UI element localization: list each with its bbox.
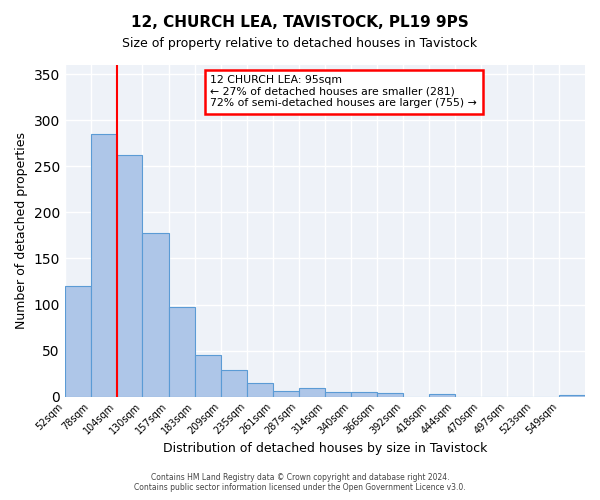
Bar [351,392,377,396]
Bar [142,232,169,396]
Bar [116,156,142,396]
Bar [247,383,272,396]
Bar [377,393,403,396]
Bar [91,134,116,396]
Bar [559,395,585,396]
Text: 12, CHURCH LEA, TAVISTOCK, PL19 9PS: 12, CHURCH LEA, TAVISTOCK, PL19 9PS [131,15,469,30]
Text: Contains HM Land Registry data © Crown copyright and database right 2024.
Contai: Contains HM Land Registry data © Crown c… [134,473,466,492]
Bar [221,370,247,396]
Bar [272,391,299,396]
X-axis label: Distribution of detached houses by size in Tavistock: Distribution of detached houses by size … [163,442,487,455]
Y-axis label: Number of detached properties: Number of detached properties [15,132,28,330]
Bar [325,392,351,396]
Bar [429,394,455,396]
Bar [169,308,195,396]
Bar [299,388,325,396]
Bar [65,286,91,397]
Text: 12 CHURCH LEA: 95sqm
← 27% of detached houses are smaller (281)
72% of semi-deta: 12 CHURCH LEA: 95sqm ← 27% of detached h… [211,75,477,108]
Text: Size of property relative to detached houses in Tavistock: Size of property relative to detached ho… [122,38,478,51]
Bar [195,355,221,397]
